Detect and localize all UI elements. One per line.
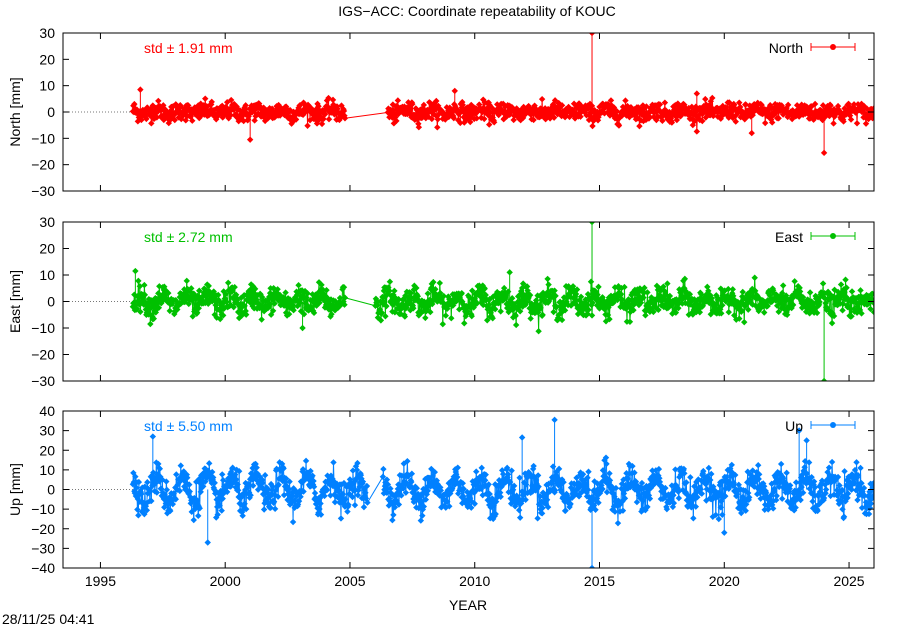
panel-north: −30 −20 −10 0 10 20 30 North [mm] std ± 1.91 mm N…	[7, 25, 875, 199]
outlier-point-north	[588, 33, 596, 37]
chart-panels: −30 −20 −10 0 10 20 30 North [mm] std ± 1.91 mm N…	[7, 25, 875, 576]
series-east	[129, 222, 874, 381]
data-point-north	[840, 118, 847, 125]
y-tick-label-north: −20	[31, 157, 55, 173]
data-point-north	[853, 120, 861, 127]
data-point-north	[569, 106, 576, 114]
data-point-north	[486, 121, 493, 128]
data-point-north	[393, 117, 400, 125]
data-point-north	[749, 111, 756, 119]
data-point-north	[143, 115, 150, 123]
data-point-east	[386, 287, 393, 295]
data-point-east	[382, 313, 389, 320]
data-point-north	[208, 98, 215, 106]
data-point-north	[304, 122, 311, 129]
outlier-point-north	[246, 136, 254, 143]
data-point-north	[805, 105, 812, 113]
data-point-north	[657, 108, 664, 116]
data-point-north	[870, 113, 874, 120]
data-point-north	[420, 101, 428, 109]
data-point-north	[611, 105, 618, 113]
data-point-north	[189, 117, 196, 124]
gap-connector-north	[344, 111, 388, 119]
y-axis-label-north: North [mm]	[7, 77, 23, 146]
data-point-north	[702, 95, 709, 103]
data-point-north	[434, 116, 442, 123]
data-point-north	[870, 105, 874, 112]
data-point-north	[613, 108, 621, 115]
data-point-east	[195, 305, 202, 312]
outlier-point-north	[137, 86, 144, 93]
data-point-east	[422, 314, 429, 322]
outlier-point-north	[693, 90, 701, 97]
data-point-north	[409, 100, 416, 108]
data-point-east	[165, 289, 172, 297]
data-point-north	[779, 111, 787, 118]
data-point-east	[341, 301, 348, 308]
data-point-east	[401, 313, 409, 320]
y-tick-label-north: 20	[39, 51, 55, 67]
data-point-north	[525, 109, 533, 117]
std-label-north: std ± 1.91 mm	[144, 40, 233, 56]
y-tick-label-north: −10	[31, 130, 55, 146]
data-point-north	[759, 110, 766, 118]
data-point-north	[591, 106, 598, 114]
data-point-north	[227, 96, 235, 104]
data-point-north	[707, 98, 715, 105]
outlier-point-north	[748, 129, 755, 137]
data-point-north	[513, 105, 520, 112]
legend-label-north: North	[769, 40, 803, 56]
data-point-north	[718, 109, 725, 116]
legend-marker-north	[830, 44, 836, 50]
gap-connector-east	[344, 297, 376, 307]
data-point-north	[702, 114, 710, 121]
data-point-north	[699, 117, 706, 125]
data-point-east	[442, 312, 449, 319]
data-point-north	[296, 102, 304, 109]
data-point-east	[183, 277, 190, 285]
data-point-north	[609, 110, 616, 117]
data-point-east	[270, 285, 278, 293]
data-point-east	[395, 296, 403, 303]
data-point-east	[407, 289, 415, 297]
data-point-east	[274, 286, 281, 293]
legend-north: North	[769, 40, 856, 56]
data-point-north	[607, 97, 615, 104]
data-point-north	[202, 95, 209, 102]
data-point-north	[819, 102, 827, 109]
chart-title: IGS−ACC: Coordinate repeatability of KOU…	[338, 3, 615, 19]
data-point-east	[135, 277, 142, 285]
data-point-north	[646, 113, 654, 121]
data-point-north	[737, 103, 744, 111]
data-point-north	[758, 101, 765, 109]
data-point-east	[413, 284, 420, 292]
data-point-north	[199, 104, 206, 111]
data-point-north	[578, 102, 585, 110]
data-point-east	[251, 285, 259, 293]
data-point-north	[708, 110, 715, 118]
data-point-north	[195, 102, 202, 109]
data-point-north	[571, 115, 579, 122]
data-point-north	[724, 107, 731, 115]
data-point-east	[196, 287, 203, 294]
outlier-point-north	[451, 87, 458, 95]
data-point-north	[572, 109, 580, 117]
y-tick-label-north: 30	[39, 25, 55, 41]
series-north	[129, 33, 874, 157]
data-point-east	[340, 284, 348, 291]
y-tick-label-north: 0	[47, 104, 55, 120]
data-point-north	[171, 116, 178, 124]
outlier-point-north	[820, 149, 828, 157]
data-point-north	[340, 107, 348, 115]
data-point-north	[185, 102, 192, 109]
y-tick-label-north: −30	[31, 183, 55, 199]
data-point-north	[730, 114, 737, 121]
data-point-north	[522, 110, 529, 118]
data-point-east	[377, 317, 385, 324]
y-tick-label-north: 10	[39, 78, 55, 94]
data-point-north	[831, 113, 838, 120]
data-point-north	[626, 113, 633, 121]
